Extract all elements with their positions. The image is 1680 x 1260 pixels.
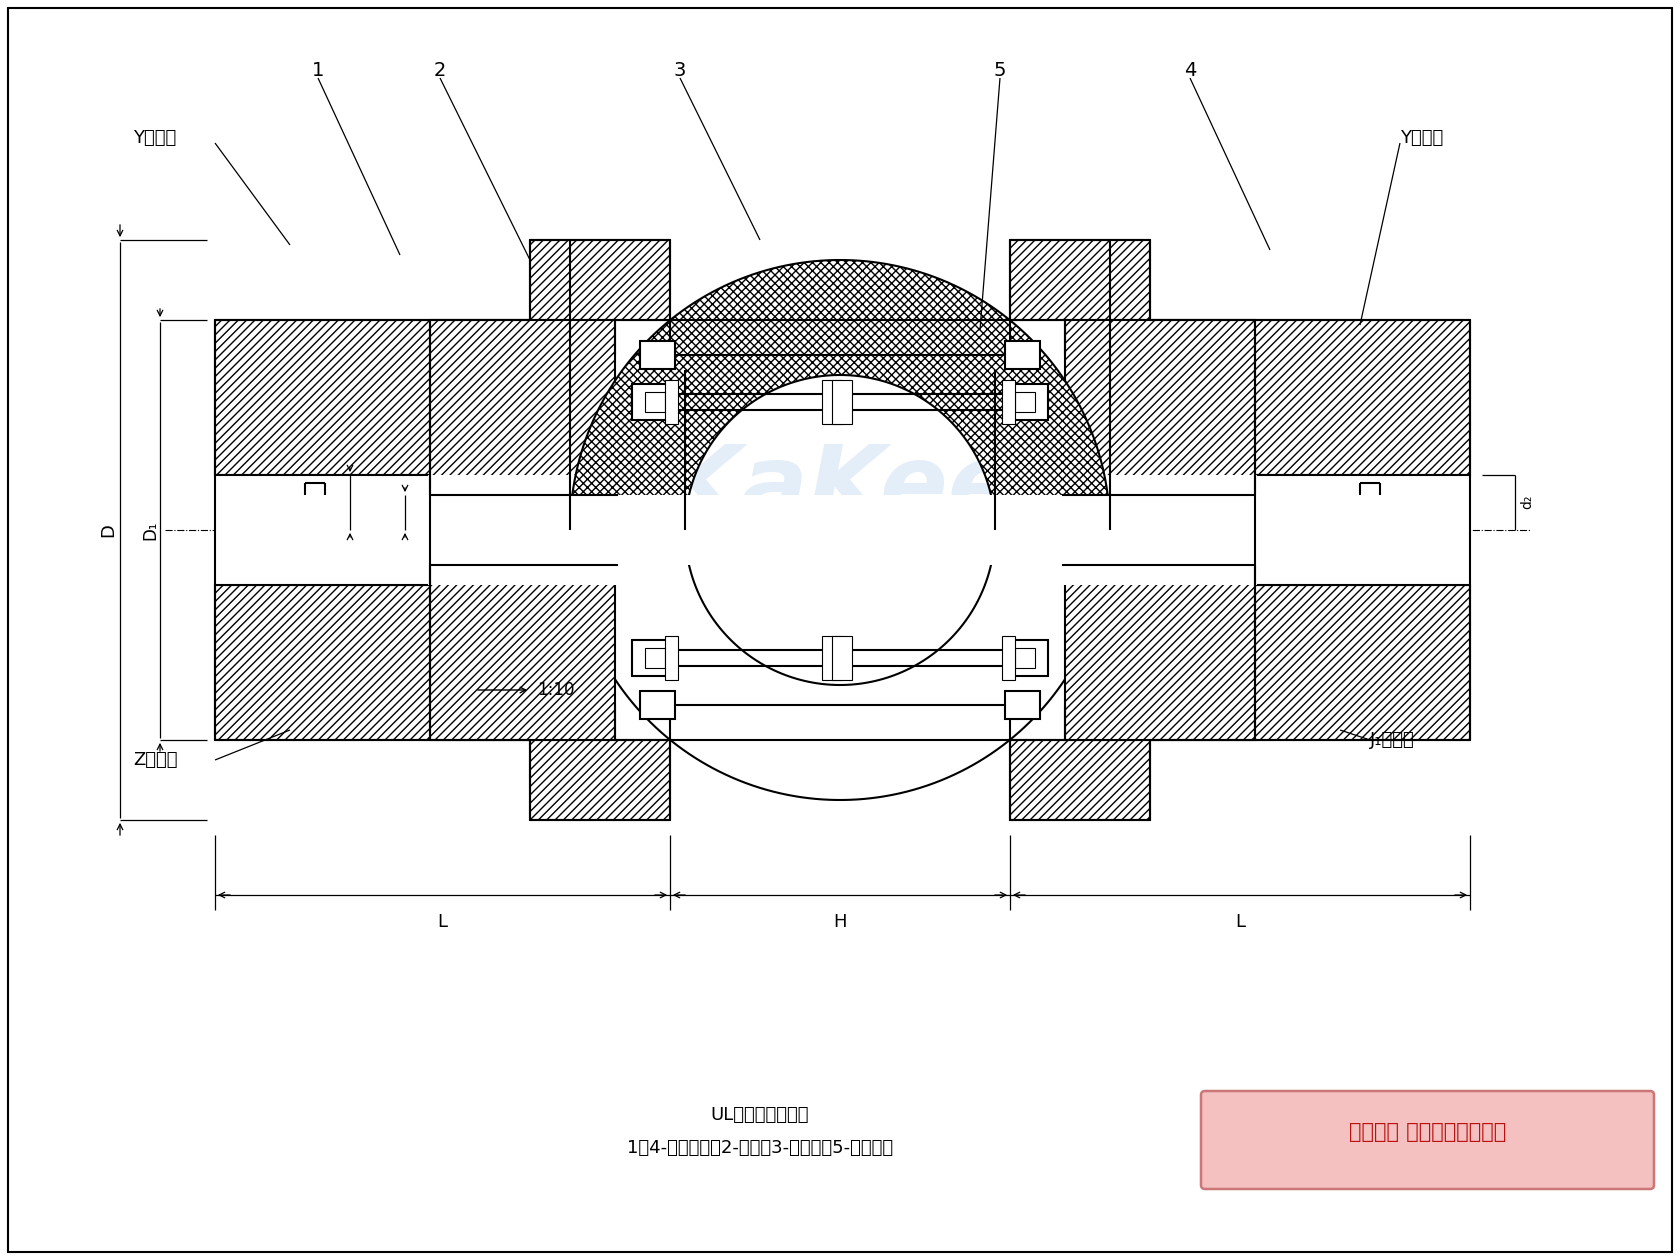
Text: Z型轴孔: Z型轴孔 [133,751,178,769]
Polygon shape [1065,564,1255,740]
Text: J₁型轴孔: J₁型轴孔 [1369,731,1415,748]
Text: 1: 1 [312,60,324,79]
Polygon shape [529,239,670,320]
Bar [832,636,852,680]
Bar [632,384,675,420]
Text: UL型轮胎式联轴器: UL型轮胎式联轴器 [711,1106,810,1124]
Bar [1015,392,1035,412]
Bar [665,381,679,425]
Text: Y型轴孔: Y型轴孔 [1399,129,1443,147]
Text: L: L [1235,914,1245,931]
Text: 5: 5 [995,60,1006,79]
Bar [822,381,842,425]
Bar [645,648,665,668]
Bar [1015,648,1035,668]
Text: 4: 4 [1184,60,1196,79]
Text: d₁: d₁ [412,505,425,519]
Polygon shape [430,320,615,495]
Text: 2: 2 [433,60,447,79]
Bar [430,495,1255,564]
Polygon shape [1151,320,1470,475]
Bar [1005,690,1040,719]
Bar [665,636,679,680]
Polygon shape [1151,585,1470,740]
Polygon shape [570,260,1110,530]
Polygon shape [215,320,529,475]
Bar [640,690,675,719]
Polygon shape [1010,740,1151,820]
Bar [832,381,852,425]
Text: D: D [99,523,118,537]
Text: L: L [437,914,447,931]
Bar [1005,384,1048,420]
Text: d₂: d₂ [1520,495,1534,509]
Text: 3: 3 [674,60,685,79]
Bar [215,475,620,585]
Text: KaKee: KaKee [664,441,1016,538]
Bar [1001,381,1015,425]
Bar [632,640,675,677]
Polygon shape [215,585,529,740]
Polygon shape [529,740,670,820]
Polygon shape [430,564,615,740]
Text: d₂: d₂ [329,495,344,509]
Bar [1001,636,1015,680]
Text: 1:10: 1:10 [538,680,575,699]
Text: 1、4-半联轴器；2-螺栓；3-轮胎环；5-止退垫板: 1、4-半联轴器；2-螺栓；3-轮胎环；5-止退垫板 [627,1139,894,1157]
FancyBboxPatch shape [1201,1091,1655,1189]
Bar [645,392,665,412]
Bar [1005,640,1048,677]
Bar [1060,475,1470,585]
Text: H: H [833,914,847,931]
Text: D₁: D₁ [141,520,160,539]
Polygon shape [1065,320,1255,495]
Text: 版权所有 侵权必被严厉追究: 版权所有 侵权必被严厉追究 [1349,1121,1507,1142]
Bar [640,341,675,369]
Text: Y型轴孔: Y型轴孔 [133,129,176,147]
Polygon shape [1010,239,1151,320]
Bar [1005,341,1040,369]
Bar [822,636,842,680]
